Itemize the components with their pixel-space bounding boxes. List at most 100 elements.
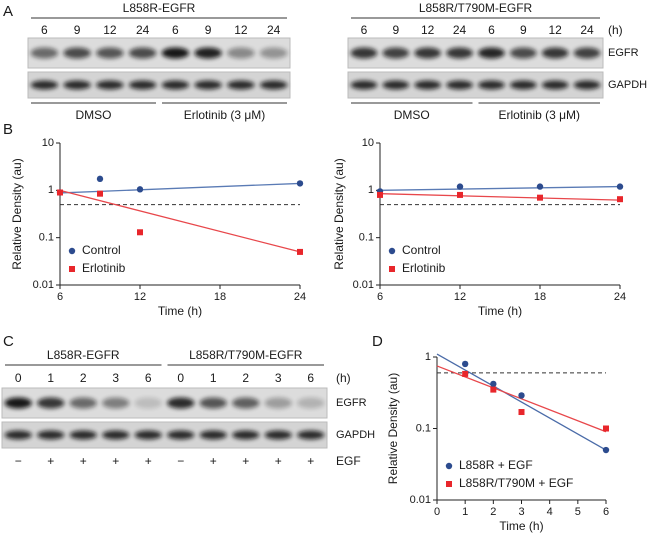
x-tick-label: 12 xyxy=(454,291,466,303)
y-axis-label: Relative Density (au) xyxy=(332,158,346,269)
marker xyxy=(456,183,464,190)
treatment-sign: + xyxy=(307,454,314,468)
marker xyxy=(445,462,453,470)
lane-label: 12 xyxy=(234,23,248,37)
marker xyxy=(490,386,497,393)
group-label: DMSO xyxy=(394,108,430,122)
band xyxy=(194,80,222,90)
band xyxy=(128,47,157,59)
band xyxy=(167,430,195,440)
marker xyxy=(97,190,103,197)
lane-label: 6 xyxy=(41,23,48,37)
legend-label: Erlotinib xyxy=(402,261,446,275)
band xyxy=(541,47,569,59)
lane-label: 1 xyxy=(210,371,217,385)
lane-label: 6 xyxy=(488,23,495,37)
lane-label: 2 xyxy=(242,371,249,385)
y-axis-label: Relative Density (au) xyxy=(386,373,400,484)
band xyxy=(573,80,601,90)
band xyxy=(227,47,255,59)
lane-label: 0 xyxy=(177,371,184,385)
band xyxy=(414,47,442,59)
lane-label: 1 xyxy=(47,371,54,385)
marker xyxy=(96,175,104,183)
lane-label: 6 xyxy=(172,23,179,37)
band xyxy=(30,80,59,90)
marker xyxy=(518,392,525,399)
treatment-label: EGF xyxy=(336,454,361,468)
unit-label: (h) xyxy=(336,371,351,385)
band xyxy=(297,430,325,440)
treatment-sign: − xyxy=(15,454,22,468)
band xyxy=(199,430,227,440)
y-tick-label: 1 xyxy=(425,351,431,363)
marker xyxy=(389,266,395,272)
treatment-sign: + xyxy=(47,454,54,468)
group-label: Erlotinib (3 μM) xyxy=(498,108,580,122)
lane-label: 6 xyxy=(145,371,152,385)
lane-label: 9 xyxy=(74,23,81,37)
blot-title: L858R/T790M-EGFR xyxy=(419,1,533,15)
y-tick-label: 0.1 xyxy=(359,232,374,244)
x-tick-label: 18 xyxy=(534,291,546,303)
panel-label: D xyxy=(372,333,383,350)
lane-label: 12 xyxy=(549,23,563,37)
band xyxy=(96,80,124,90)
group-label: Erlotinib (3 μM) xyxy=(184,108,266,122)
band xyxy=(350,80,378,90)
band xyxy=(414,80,442,90)
x-tick-label: 6 xyxy=(57,291,63,303)
band xyxy=(161,80,190,90)
band xyxy=(199,397,227,409)
unit-label: (h) xyxy=(608,23,623,37)
blot-title: L858R/T790M-EGFR xyxy=(189,348,303,362)
marker xyxy=(537,194,543,201)
x-tick-label: 0 xyxy=(434,506,440,518)
band xyxy=(69,430,97,440)
marker xyxy=(136,186,144,193)
treatment-sign: + xyxy=(112,454,119,468)
x-tick-label: 12 xyxy=(134,291,146,303)
band xyxy=(128,80,157,90)
treatment-sign: + xyxy=(145,454,152,468)
fit-line xyxy=(436,353,607,451)
fit-line xyxy=(59,182,301,194)
treatment-sign: + xyxy=(210,454,217,468)
legend-label: Erlotinib xyxy=(82,261,126,275)
band xyxy=(227,80,255,90)
y-tick-label: 1 xyxy=(368,184,374,196)
band xyxy=(4,397,32,409)
band xyxy=(134,430,162,440)
marker xyxy=(617,196,623,203)
x-tick-label: 3 xyxy=(518,506,524,518)
marker xyxy=(461,360,469,368)
lane-label: 24 xyxy=(453,23,467,37)
x-tick-label: 6 xyxy=(377,291,383,303)
marker xyxy=(69,266,75,272)
marker xyxy=(297,248,303,255)
band xyxy=(63,47,91,59)
lane-label: 6 xyxy=(361,23,368,37)
lane-label: 2 xyxy=(80,371,87,385)
band xyxy=(167,397,195,409)
blot-title: L858R-EGFR xyxy=(47,348,120,362)
marker xyxy=(518,409,525,416)
x-tick-label: 5 xyxy=(575,506,581,518)
x-tick-label: 18 xyxy=(214,291,226,303)
lane-label: 9 xyxy=(205,23,212,37)
legend-label: Control xyxy=(402,243,441,257)
marker xyxy=(68,247,76,255)
band xyxy=(509,47,537,59)
fit-line xyxy=(379,185,621,191)
x-tick-label: 6 xyxy=(603,506,609,518)
band xyxy=(4,430,32,440)
band xyxy=(161,47,190,59)
band xyxy=(264,397,292,409)
band xyxy=(350,47,378,59)
lane-label: 24 xyxy=(267,23,281,37)
legend-label: L858R + EGF xyxy=(459,458,533,472)
x-tick-label: 1 xyxy=(462,506,468,518)
lane-label: 6 xyxy=(307,371,314,385)
treatment-sign: + xyxy=(242,454,249,468)
